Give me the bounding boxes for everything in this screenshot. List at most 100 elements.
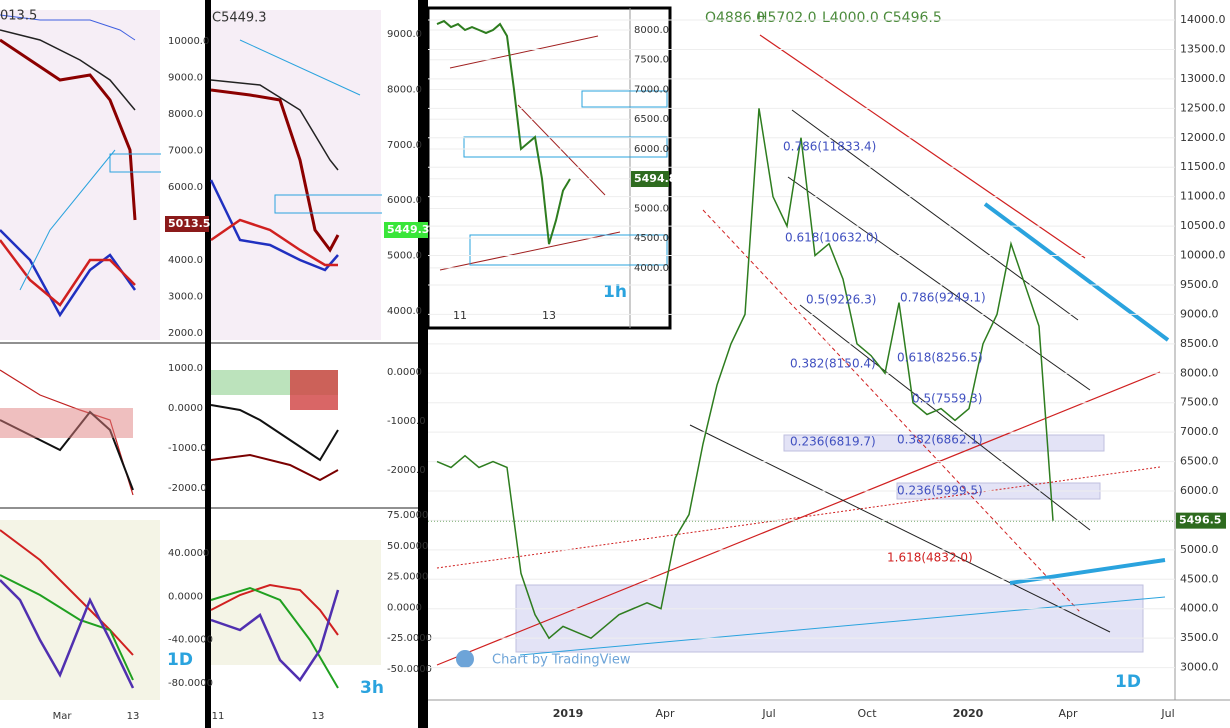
trend-line bbox=[517, 104, 606, 196]
credit: Chart by TradingView bbox=[492, 653, 631, 668]
axis-bg bbox=[161, 0, 205, 728]
y-tick-label: 13000.0 bbox=[1180, 72, 1226, 85]
y-tick-label: 12000.0 bbox=[1180, 131, 1226, 144]
y-tick-label: 7000.0 bbox=[1180, 425, 1219, 438]
close: C5496.5 bbox=[883, 10, 942, 26]
y-tick-label: -2000.0 bbox=[387, 465, 426, 476]
x-tick-label: 13 bbox=[127, 711, 140, 722]
band-line bbox=[0, 14, 136, 41]
divider bbox=[205, 0, 211, 728]
low: L4000.0 bbox=[822, 10, 879, 26]
y-tick-label: 6000.0 bbox=[387, 195, 422, 206]
trend-line bbox=[436, 466, 1161, 569]
timeframe: 1D bbox=[167, 650, 193, 670]
trend-line bbox=[519, 596, 1166, 656]
y-tick-label: 3000.0 bbox=[168, 291, 203, 302]
y-tick-label: 9000.0 bbox=[168, 72, 203, 83]
y-tick-label: 9500.0 bbox=[1180, 278, 1219, 291]
y-tick-label: -80.0000 bbox=[168, 678, 213, 689]
y-tick-label: 7000.0 bbox=[387, 140, 422, 151]
channel-line bbox=[799, 304, 1091, 531]
y-tick-label: 3500.0 bbox=[1180, 631, 1219, 644]
y-tick-label: -1000.0 bbox=[387, 416, 426, 427]
y-tick-label: 6000.0 bbox=[634, 144, 669, 155]
trend-line bbox=[239, 39, 361, 96]
zone bbox=[515, 584, 1144, 653]
header: C5449.3 bbox=[212, 11, 267, 26]
fib-label: 0.5(9226.3) bbox=[806, 293, 876, 307]
y-tick-label: 8000.0 bbox=[387, 84, 422, 95]
osc-line bbox=[0, 239, 136, 307]
y-tick-label: 6500.0 bbox=[634, 114, 669, 125]
y-tick-label: 2000.0 bbox=[168, 328, 203, 339]
y-tick-label: 25.0000 bbox=[387, 572, 428, 583]
x-tick-label: Apr bbox=[655, 707, 675, 720]
osc-line bbox=[0, 229, 137, 318]
y-tick-label: 75.0000 bbox=[387, 510, 428, 521]
price-tag-label: 5494.8 bbox=[634, 172, 676, 185]
x-tick-label: 13 bbox=[312, 711, 325, 722]
y-tick-label: 4500.0 bbox=[1180, 572, 1219, 585]
x-tick-label: Mar bbox=[53, 711, 73, 722]
header: 013.5 bbox=[0, 9, 37, 24]
y-tick-label: -2000.0 bbox=[168, 483, 207, 494]
y-tick-label: 4000.0 bbox=[1180, 602, 1219, 615]
x-tick-label: 11 bbox=[453, 309, 467, 322]
ind-area bbox=[0, 408, 133, 438]
y-tick-label: -1000.0 bbox=[168, 443, 207, 454]
osc-line bbox=[210, 583, 339, 636]
trend-line bbox=[759, 34, 1086, 259]
x-tick-label: Jul bbox=[761, 707, 775, 720]
y-tick-label: 7500.0 bbox=[1180, 396, 1219, 409]
y-tick-label: 4000.0 bbox=[634, 263, 669, 274]
price-path bbox=[0, 38, 137, 221]
high: H5702.0 bbox=[757, 10, 817, 26]
osc-line bbox=[210, 218, 338, 267]
x-tick-label: 2020 bbox=[953, 707, 984, 720]
panel-bg bbox=[211, 10, 381, 340]
osc-line bbox=[209, 179, 339, 272]
y-tick-label: 8500.0 bbox=[1180, 337, 1219, 350]
trend-line bbox=[449, 35, 599, 69]
zone bbox=[469, 234, 668, 266]
fib-label: 0.786(9249.1) bbox=[900, 291, 986, 305]
osc-line bbox=[0, 574, 134, 681]
fib-label: 0.618(10632.0) bbox=[785, 231, 878, 245]
ma-line bbox=[210, 79, 339, 171]
price-tag-label: 5449.3 bbox=[387, 223, 429, 236]
y-tick-label: 5000.0 bbox=[634, 203, 669, 214]
y-tick-label: -40.0000 bbox=[168, 635, 213, 646]
osc-line bbox=[0, 529, 134, 656]
y-tick-label: 6000.0 bbox=[168, 182, 203, 193]
y-tick-label: 14000.0 bbox=[1180, 13, 1226, 26]
osc-line bbox=[210, 586, 339, 689]
x-tick-label: 2019 bbox=[553, 707, 584, 720]
y-tick-label: 8000.0 bbox=[634, 25, 669, 36]
y-tick-label: 7000.0 bbox=[168, 145, 203, 156]
open: O4886.0 bbox=[705, 10, 765, 26]
channel-line bbox=[787, 176, 1091, 391]
fib-label: 0.786(11833.4) bbox=[783, 140, 876, 154]
y-tick-label: 7500.0 bbox=[634, 55, 669, 66]
x-tick-label: Apr bbox=[1058, 707, 1078, 720]
zone bbox=[581, 90, 668, 108]
divider bbox=[418, 0, 428, 728]
fib-label: 0.5(7559.3) bbox=[912, 392, 982, 406]
ma-line bbox=[0, 29, 136, 111]
timeframe: 1h bbox=[603, 282, 627, 302]
fib-label: 0.618(8256.5) bbox=[897, 351, 983, 365]
price-tag-label: 5013.5 bbox=[168, 217, 210, 230]
price-line bbox=[436, 108, 1054, 640]
y-tick-label: 9000.0 bbox=[387, 29, 422, 40]
timeframe: 1D bbox=[1115, 672, 1141, 692]
y-tick-label: 0.0000 bbox=[168, 591, 203, 602]
panel-bg bbox=[211, 540, 381, 665]
x-tick-label: Oct bbox=[857, 707, 877, 720]
trend-line bbox=[436, 371, 1161, 666]
y-tick-label: 4000.0 bbox=[168, 255, 203, 266]
axis-bg bbox=[382, 0, 418, 728]
y-tick-label: 9000.0 bbox=[1180, 307, 1219, 320]
price-tag-label: 5496.5 bbox=[1179, 514, 1221, 527]
y-tick-label: 5000.0 bbox=[387, 251, 422, 262]
